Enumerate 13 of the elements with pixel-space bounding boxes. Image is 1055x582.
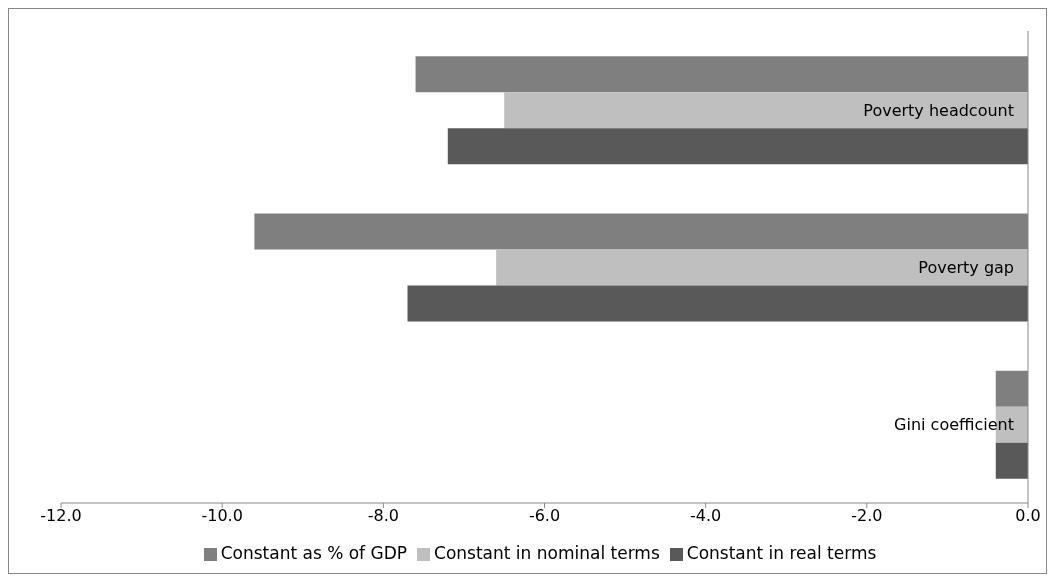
x-tick-label: -10.0 <box>201 506 243 526</box>
legend-label: Constant as % of GDP <box>220 543 408 563</box>
x-tick-label: -12.0 <box>40 506 82 526</box>
y-tick-label: Gini coefficient <box>894 415 1014 435</box>
x-tick-label: -2.0 <box>851 506 883 526</box>
x-tick-label: -6.0 <box>528 506 561 526</box>
legend-label: Constant in real terms <box>686 543 877 563</box>
y-tick-label: Poverty gap <box>918 258 1014 277</box>
legend-label: Constant in nominal terms <box>434 543 660 563</box>
x-tick-label: -8.0 <box>367 506 399 526</box>
y-tick-label: Poverty headcount <box>863 100 1014 120</box>
x-tick-label: 0.0 <box>1015 506 1041 526</box>
x-tick-label: -4.0 <box>690 506 722 526</box>
